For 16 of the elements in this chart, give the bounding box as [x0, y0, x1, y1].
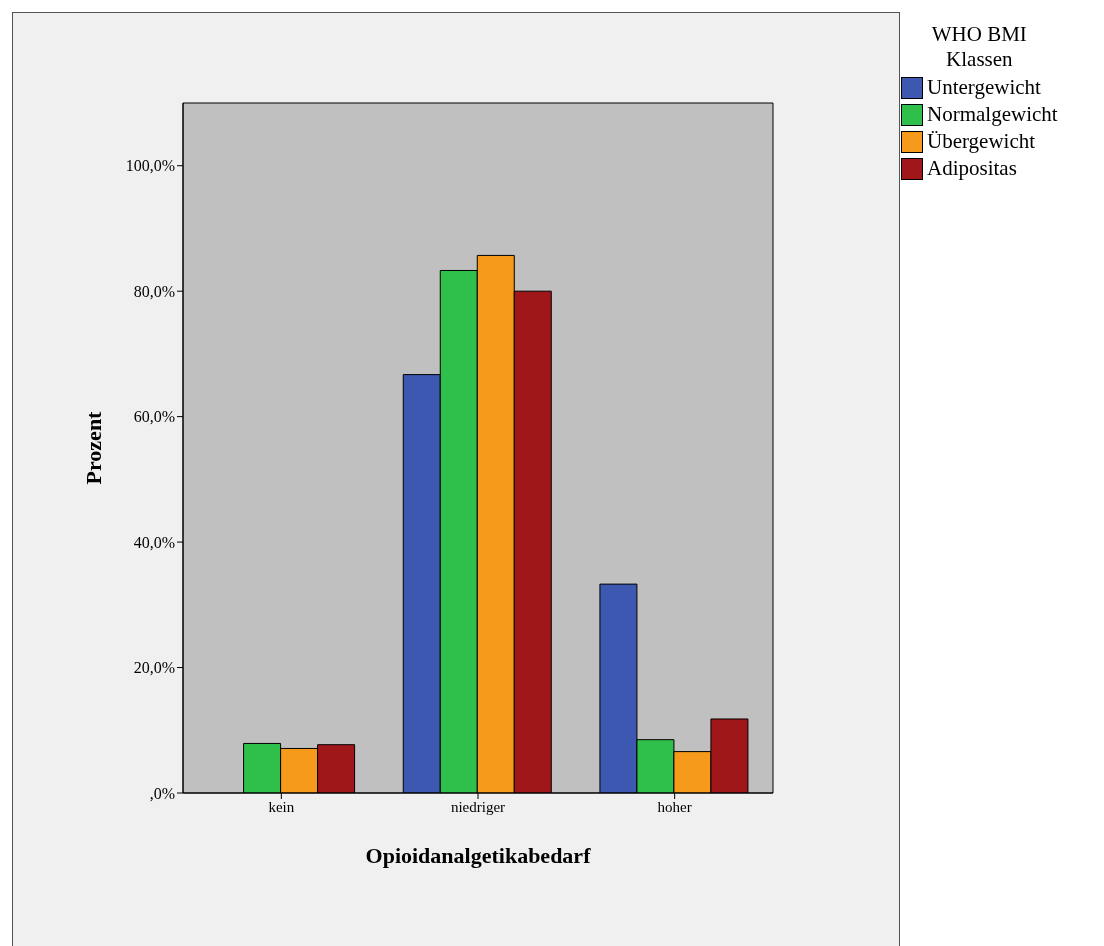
x-tick-label: hoher	[657, 798, 692, 815]
y-tick-label: 60,0%	[133, 408, 175, 426]
y-tick-label: 80,0%	[133, 282, 175, 300]
legend-label: Übergewicht	[927, 129, 1036, 154]
legend-title: WHO BMI Klassen	[930, 22, 1028, 72]
y-tick-label: ,0%	[149, 784, 175, 802]
x-tick-label: kein	[268, 798, 295, 815]
y-tick-label: 20,0%	[133, 659, 175, 677]
y-tick-label: 100,0%	[125, 157, 175, 175]
x-tick-label: niedriger	[450, 798, 506, 815]
legend-label: Normalgewicht	[927, 102, 1058, 127]
legend-label: Adipositas	[927, 156, 1017, 181]
legend-label: Untergewicht	[927, 75, 1041, 100]
y-axis-title: Prozent	[80, 410, 106, 485]
y-tick-label: 40,0%	[133, 533, 175, 551]
x-axis-title: Opioidanalgetikabedarf	[365, 843, 592, 868]
